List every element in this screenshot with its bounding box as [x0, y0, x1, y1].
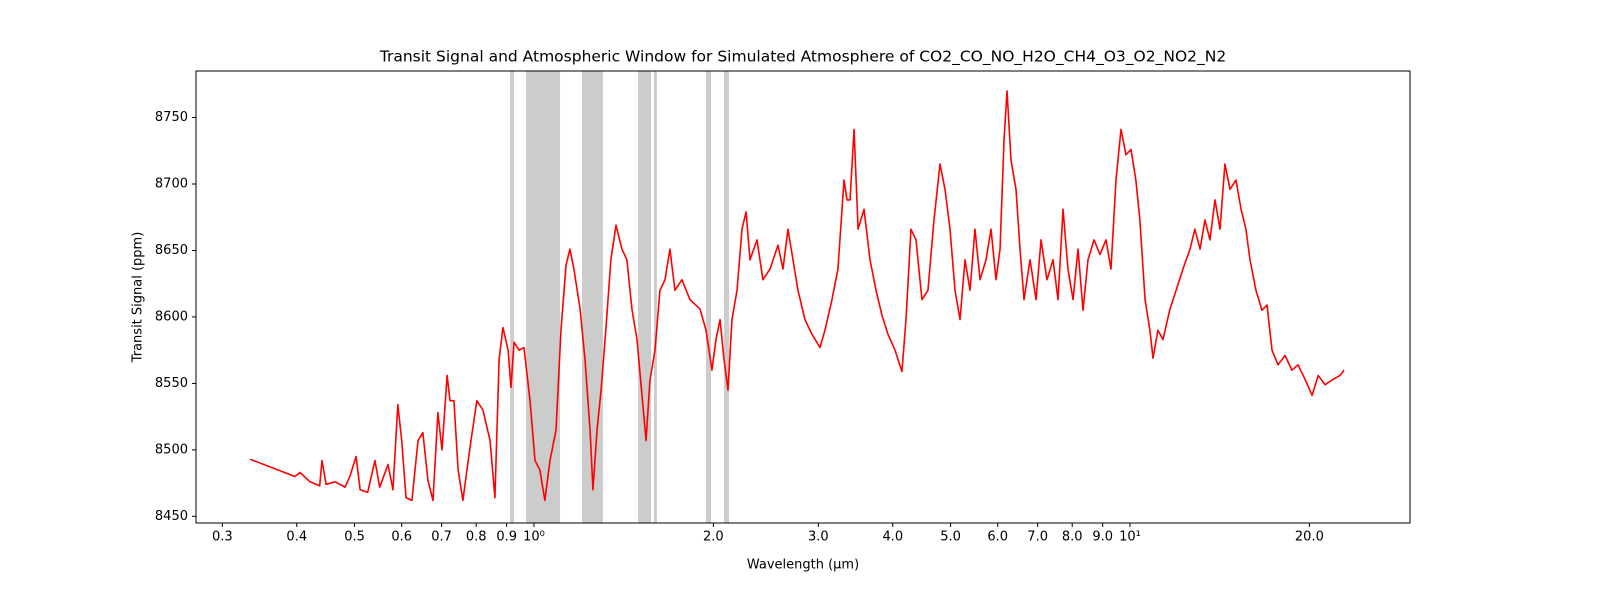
- x-tick-label: 0.9: [496, 530, 517, 545]
- x-tick-label: 0.6: [391, 530, 412, 545]
- atmospheric-window: [582, 71, 603, 523]
- plot-frame: [195, 70, 1411, 524]
- x-tick-label: 0.7: [431, 530, 452, 545]
- y-tick-label: 8450: [155, 509, 188, 524]
- x-tick-label: 10¹: [1119, 530, 1141, 545]
- x-tick-label: 2.0: [703, 530, 724, 545]
- y-axis-label: Transit Signal (ppm): [131, 232, 146, 364]
- spectrum-line: [249, 90, 1345, 502]
- atmospheric-window: [510, 71, 515, 523]
- x-tick-label: 8.0: [1062, 530, 1083, 545]
- x-tick-label: 4.0: [882, 530, 903, 545]
- x-tick-label: 0.4: [286, 530, 307, 545]
- x-axis-label: Wavelength (μm): [747, 558, 859, 573]
- x-tick-label: 9.0: [1092, 530, 1113, 545]
- atmospheric-window: [526, 71, 561, 523]
- x-tick-label: 20.0: [1295, 530, 1324, 545]
- x-tick-label: 7.0: [1027, 530, 1048, 545]
- x-tick-label: 0.5: [344, 530, 365, 545]
- x-tick-label: 3.0: [808, 530, 829, 545]
- y-tick-label: 8650: [155, 243, 188, 258]
- x-tick-label: 0.3: [212, 530, 233, 545]
- atmospheric-window: [724, 71, 730, 523]
- atmospheric-window: [638, 71, 652, 523]
- x-tick-label: 10⁰: [523, 530, 545, 545]
- atmospheric-window: [653, 71, 657, 523]
- chart-title: Transit Signal and Atmospheric Window fo…: [379, 48, 1226, 67]
- x-tick-label: 5.0: [940, 530, 961, 545]
- y-tick-label: 8600: [155, 309, 188, 324]
- y-tick-label: 8700: [155, 177, 188, 192]
- x-tick-label: 6.0: [987, 530, 1008, 545]
- x-tick-label: 0.8: [466, 530, 487, 545]
- y-tick-label: 8500: [155, 442, 188, 457]
- y-tick-label: 8550: [155, 376, 188, 391]
- y-tick-label: 8750: [155, 110, 188, 125]
- atmospheric-window: [706, 71, 712, 523]
